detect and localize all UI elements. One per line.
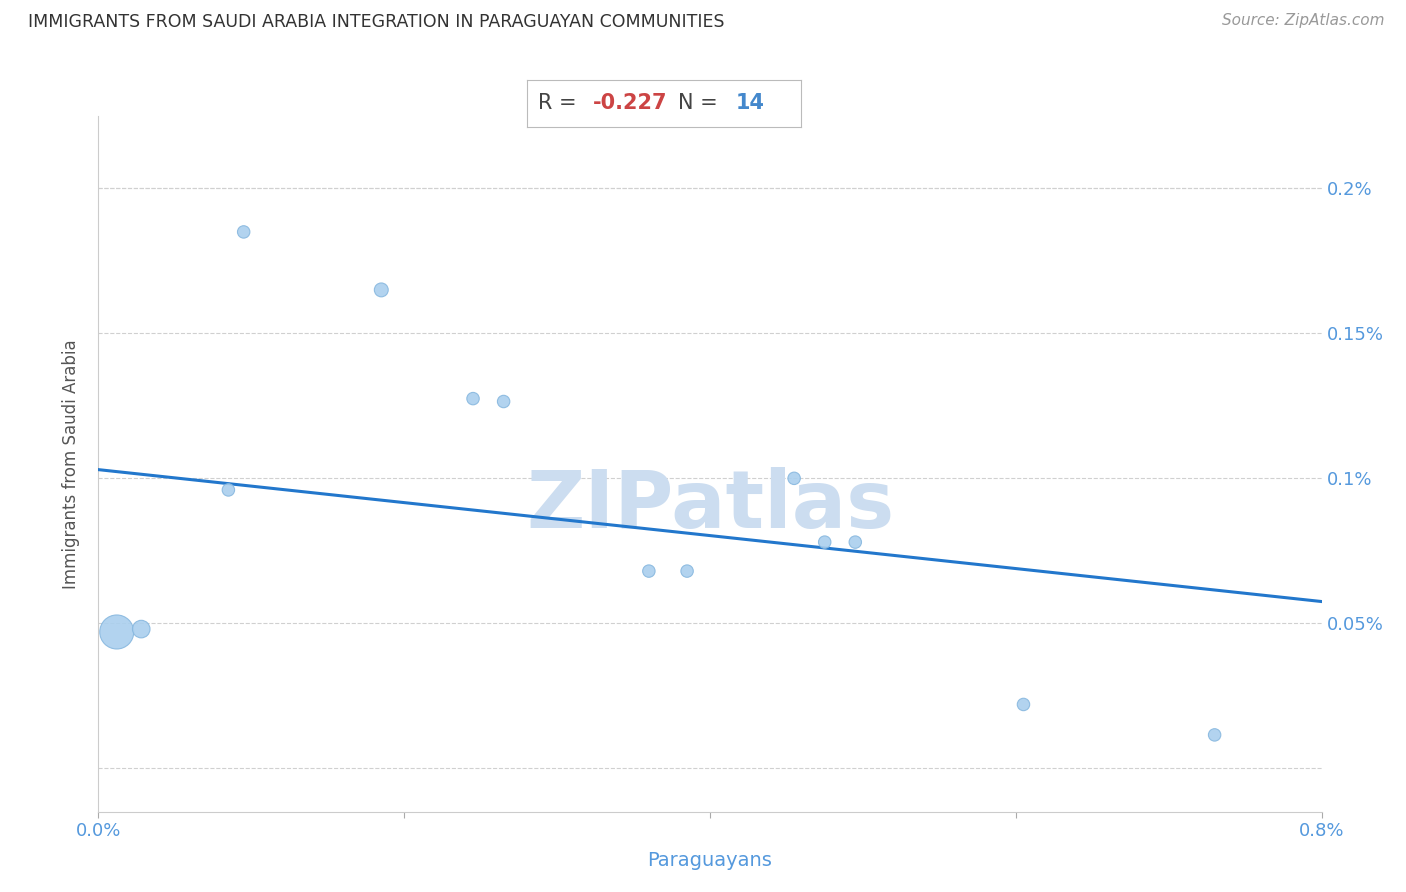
Text: IMMIGRANTS FROM SAUDI ARABIA INTEGRATION IN PARAGUAYAN COMMUNITIES: IMMIGRANTS FROM SAUDI ARABIA INTEGRATION… bbox=[28, 13, 724, 31]
Point bbox=[676, 564, 699, 578]
Point bbox=[492, 394, 515, 409]
Point bbox=[1204, 728, 1226, 742]
Point bbox=[844, 535, 866, 549]
Text: R =: R = bbox=[538, 93, 576, 112]
Point bbox=[217, 483, 239, 497]
Y-axis label: Immigrants from Saudi Arabia: Immigrants from Saudi Arabia bbox=[62, 339, 80, 589]
Point bbox=[105, 624, 128, 639]
Text: ZIPatlas: ZIPatlas bbox=[526, 467, 894, 545]
Point bbox=[783, 471, 806, 485]
Point bbox=[129, 622, 152, 636]
Text: 14: 14 bbox=[735, 93, 765, 112]
Point bbox=[370, 283, 392, 297]
Point bbox=[637, 564, 661, 578]
Point bbox=[461, 392, 484, 406]
Point bbox=[814, 535, 837, 549]
Point bbox=[1012, 698, 1035, 712]
Text: Source: ZipAtlas.com: Source: ZipAtlas.com bbox=[1222, 13, 1385, 29]
Text: N =: N = bbox=[678, 93, 718, 112]
X-axis label: Paraguayans: Paraguayans bbox=[648, 851, 772, 871]
Text: -0.227: -0.227 bbox=[593, 93, 668, 112]
Point bbox=[232, 225, 254, 239]
